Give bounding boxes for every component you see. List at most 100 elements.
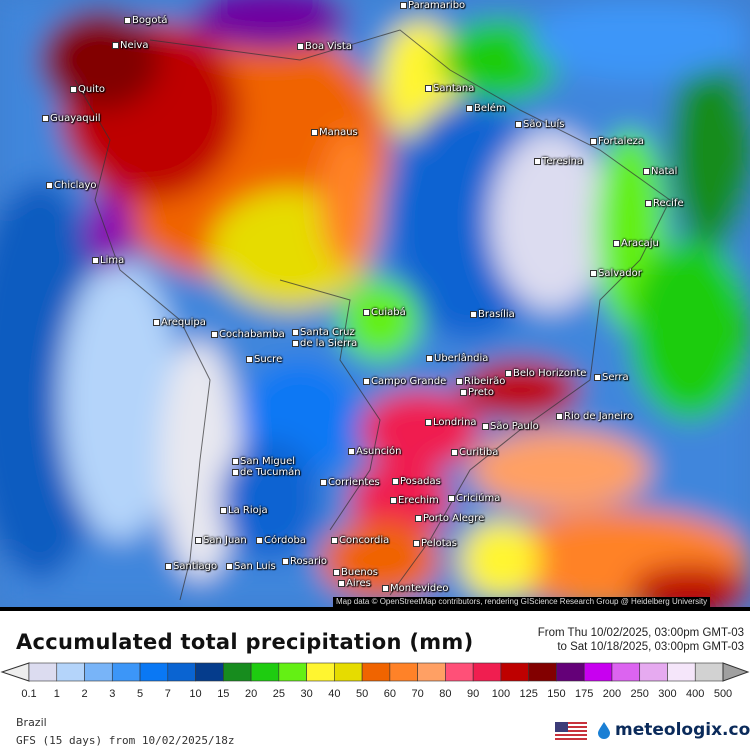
colorbar-swatch	[611, 662, 641, 682]
colorbar-swatch	[334, 662, 363, 682]
city-label: Chiclayo	[46, 180, 97, 191]
city-label: Recife	[645, 198, 684, 209]
colorbar-tick: 125	[519, 688, 538, 700]
city-label: Santana	[424, 83, 475, 94]
city-label: de la Sierra	[291, 338, 358, 349]
colorbar-tick: 150	[547, 688, 566, 700]
colorbar-swatch	[667, 662, 696, 682]
city-label: Londrina	[425, 417, 477, 428]
colorbar-tick: 5	[136, 688, 144, 700]
colorbar-swatch	[389, 662, 418, 682]
colorbar-ticks: 0.1 1 2 3 5 7 10 15 20 25 30 40 50 60 70 80 90 100 125 150 1…	[0, 688, 750, 702]
city-label: Montevideo	[381, 583, 449, 594]
colorbar-under-arrow	[0, 662, 30, 682]
city-label: Belo Horizonte	[504, 368, 587, 379]
city-label: Salvador	[590, 268, 642, 279]
city-label: Cuiabá	[363, 307, 406, 318]
colorbar-tick: 3	[109, 688, 116, 700]
city-label: Corrientes	[320, 477, 380, 488]
city-label: Serra	[594, 372, 629, 383]
colorbar-tick: 30	[300, 688, 313, 700]
colorbar-swatch	[250, 662, 280, 682]
city-label: Rosario	[282, 556, 327, 567]
colorbar-swatch	[111, 662, 141, 682]
colorbar-tick: 10	[189, 688, 202, 700]
colorbar-swatch	[417, 662, 446, 682]
model-run-label: GFS (15 days) from 10/02/2025/18z	[16, 734, 235, 747]
city-label: Criciúma	[447, 493, 501, 504]
colorbar-tick: 40	[328, 688, 341, 700]
city-label: Córdoba	[256, 535, 306, 546]
colorbar-tick: 15	[217, 688, 230, 700]
city-label: Bogotá	[124, 15, 168, 26]
city-label: Sucre	[245, 354, 283, 365]
city-label: Santa Cruz	[292, 327, 355, 338]
city-label: Ribeirão	[455, 376, 506, 387]
meteologix-logo[interactable]: meteologix.com	[596, 720, 750, 740]
colorbar-tick: 7	[164, 688, 171, 700]
colorbar-tick: 60	[383, 688, 396, 700]
city-label: Neiva	[111, 40, 149, 51]
city-label: San Luis	[226, 561, 276, 572]
colorbar-swatch	[167, 662, 196, 682]
city-label: La Rioja	[220, 505, 268, 516]
divider	[0, 607, 750, 611]
colorbar-swatch	[528, 662, 557, 682]
city-label: Asunción	[347, 446, 402, 457]
city-label: Santiago	[164, 561, 218, 572]
precipitation-field	[0, 0, 750, 607]
chart-title: Accumulated total precipitation (mm)	[16, 630, 474, 654]
colorbar-tick: 300	[658, 688, 677, 700]
precipitation-map[interactable]: Paramaribo Bogotá Neiva Boa Vista Quito Santa…	[0, 0, 750, 607]
city-label: San Miguel	[231, 456, 296, 467]
region-label: Brazil	[16, 716, 47, 729]
city-label: Fortaleza	[590, 136, 644, 147]
colorbar-tick: 70	[411, 688, 424, 700]
colorbar-tick: 80	[439, 688, 452, 700]
colorbar-swatch	[195, 662, 224, 682]
colorbar-tick: 100	[491, 688, 511, 700]
brand-name: meteologix.com	[615, 720, 750, 740]
city-label: Concordia	[330, 535, 390, 546]
colorbar-swatch	[500, 662, 529, 682]
colorbar-swatch	[445, 662, 474, 682]
colorbar-tick: 0.1	[21, 688, 37, 700]
colorbar-swatch	[139, 662, 169, 682]
city-label: Quito	[69, 84, 106, 95]
city-label: Pelotas	[413, 538, 457, 549]
city-label: São Luís	[515, 119, 565, 130]
city-label: Porto Alegre	[414, 513, 485, 524]
city-label: Cochabamba	[211, 329, 285, 340]
colorbar-tick: 1	[53, 688, 60, 700]
city-label: de Tucumán	[232, 467, 301, 478]
colorbar-tick: 400	[686, 688, 705, 700]
us-flag-icon[interactable]	[555, 722, 587, 740]
city-label: San Juan	[195, 535, 247, 546]
colorbar-swatch	[361, 662, 391, 682]
city-label: Campo Grande	[362, 376, 447, 387]
city-label: Guayaquil	[42, 113, 101, 124]
colorbar-swatch	[583, 662, 613, 682]
city-label: Arequipa	[153, 317, 206, 328]
city-label: Buenos	[332, 567, 379, 578]
colorbar-tick: 20	[244, 688, 258, 700]
colorbar-tick: 50	[355, 688, 369, 700]
colorbar-tick: 250	[630, 688, 649, 700]
colorbar-swatch	[56, 662, 85, 682]
colorbar-swatch	[694, 662, 724, 682]
colorbar-tick: 25	[272, 688, 285, 700]
colorbar-tick: 200	[602, 688, 622, 700]
city-label: Boa Vista	[297, 41, 352, 52]
colorbar-over-arrow	[722, 662, 750, 682]
city-label: Uberlândia	[425, 353, 489, 364]
colorbar-swatch	[639, 662, 668, 682]
city-label: Preto	[460, 387, 494, 398]
city-label: Teresina	[533, 156, 584, 167]
date-to: to Sat 10/18/2025, 03:00pm GMT-03	[557, 641, 744, 653]
colorbar-swatch	[278, 662, 307, 682]
map-attribution: Map data © OpenStreetMap contributors, r…	[333, 597, 711, 607]
city-label: Paramaribo	[399, 0, 466, 11]
city-label: Brasília	[470, 309, 515, 320]
city-label: Posadas	[392, 476, 441, 487]
city-label: Rio de Janeiro	[555, 411, 634, 422]
